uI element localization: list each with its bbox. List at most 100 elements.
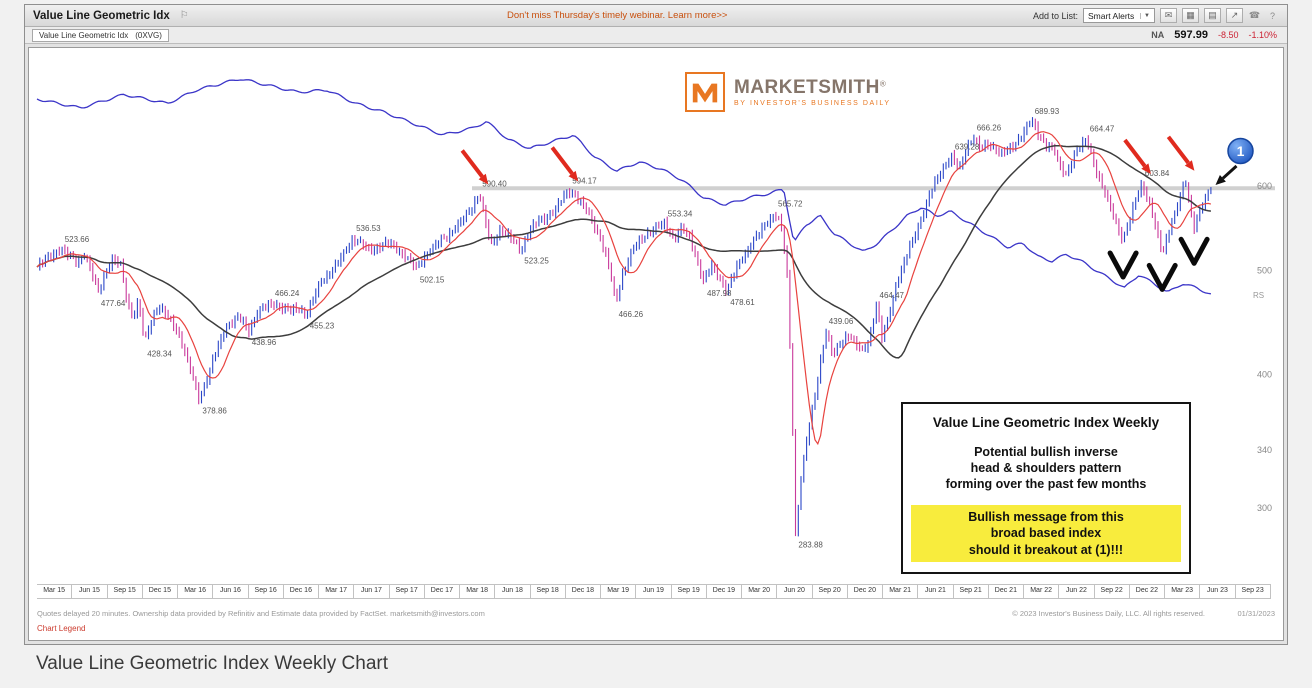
help-icon[interactable]: ? — [1269, 10, 1275, 21]
x-axis-label: Dec 20 — [846, 584, 883, 599]
webinar-banner-link[interactable]: Don't miss Thursday's timely webinar. Le… — [507, 10, 728, 21]
svg-text:664.47: 664.47 — [1090, 125, 1115, 134]
svg-text:283.88: 283.88 — [798, 541, 823, 550]
x-axis: Mar 15 Jun 15 Sep 15 Dec 15 Mar 16 Jun 16 Sep … — [37, 584, 1277, 599]
x-axis-label: Mar 23 — [1164, 584, 1201, 599]
price-chart-canvas[interactable]: 523.66 477.64 428.34 378.86 438.96 466.24 455.… — [29, 48, 1283, 640]
highlight-line: broad based index — [990, 526, 1102, 541]
chart-panel: 523.66 477.64 428.34 378.86 438.96 466.24 455.… — [28, 47, 1284, 641]
x-axis-label: Mar 19 — [600, 584, 637, 599]
share-icon[interactable]: ↗ — [1226, 8, 1243, 23]
toolbar-actions: Add to List: Smart Alerts ▼ ✉ ▦ ▤ ↗ ☎ ? — [1033, 8, 1279, 23]
x-axis-label: Mar 15 — [37, 584, 73, 599]
marketsmith-logo-text: MarketSmith® BY INVESTOR'S BUSINESS DAIL… — [734, 76, 891, 107]
copyright-notice: © 2023 Investor's Business Daily, LLC. A… — [1012, 609, 1205, 618]
x-axis-label: Jun 23 — [1199, 584, 1236, 599]
smart-alerts-value: Smart Alerts — [1088, 10, 1135, 21]
svg-text:300: 300 — [1257, 503, 1272, 513]
annotation-line: head & shoulders pattern — [970, 461, 1122, 475]
annotation-line: Potential bullish inverse — [974, 445, 1118, 459]
svg-text:477.64: 477.64 — [101, 299, 126, 308]
svg-text:487.98: 487.98 — [707, 289, 732, 298]
svg-text:340: 340 — [1257, 445, 1272, 455]
print-icon[interactable]: ▤ — [1204, 8, 1221, 23]
x-axis-label: Sep 17 — [388, 584, 425, 599]
quote-bar: Value Line Geometric Idx (0XVG) NA 597.9… — [25, 27, 1287, 44]
marketsmith-window: Value Line Geometric Idx ⚐ Don't miss Th… — [24, 4, 1288, 645]
last-price: 597.99 — [1174, 29, 1208, 41]
x-axis-label: Mar 20 — [741, 584, 778, 599]
symbol-code: (0XVG) — [135, 30, 162, 40]
x-axis-label: Dec 16 — [282, 584, 319, 599]
page-caption: Value Line Geometric Index Weekly Chart — [36, 653, 389, 674]
add-to-list-label: Add to List: — [1032, 10, 1078, 21]
svg-text:500: 500 — [1257, 266, 1272, 276]
brand-name: MarketSmith — [734, 76, 880, 98]
svg-text:466.24: 466.24 — [275, 289, 300, 298]
x-axis-label: Sep 20 — [811, 584, 848, 599]
phone-icon[interactable]: ☎ — [1248, 10, 1261, 20]
x-axis-label: Mar 18 — [459, 584, 496, 599]
svg-text:RS: RS — [1253, 291, 1264, 300]
brand-tagline: BY INVESTOR'S BUSINESS DAILY — [734, 99, 891, 107]
x-axis-label: Jun 19 — [635, 584, 672, 599]
x-axis-label: Mar 21 — [882, 584, 919, 599]
x-axis-label: Jun 16 — [212, 584, 249, 599]
quote-values: NA 597.99 -8.50 -1.10% — [1151, 29, 1277, 41]
annotation-line: forming over the past few months — [945, 477, 1147, 491]
top-toolbar: Value Line Geometric Idx ⚐ Don't miss Th… — [25, 5, 1287, 27]
smart-alerts-dropdown[interactable]: Smart Alerts ▼ — [1083, 8, 1155, 23]
x-axis-label: Mar 17 — [318, 584, 355, 599]
annotation-title: Value Line Geometric Index Weekly — [932, 415, 1160, 430]
svg-text:689.93: 689.93 — [1035, 107, 1060, 116]
svg-text:464.47: 464.47 — [880, 291, 905, 300]
svg-text:594.17: 594.17 — [572, 177, 597, 186]
rating-value: NA — [1151, 30, 1165, 40]
x-axis-label: Jun 21 — [917, 584, 954, 599]
x-axis-label: Jun 22 — [1058, 584, 1095, 599]
analyst-annotation-box: Value Line Geometric Index Weekly Potent… — [901, 402, 1191, 574]
svg-text:455.23: 455.23 — [310, 321, 335, 330]
x-axis-label: Sep 18 — [529, 584, 566, 599]
marketsmith-logo-icon — [685, 72, 725, 112]
x-axis-label: Jun 20 — [776, 584, 813, 599]
svg-text:523.66: 523.66 — [65, 235, 90, 244]
chart-title: Value Line Geometric Idx — [33, 9, 170, 22]
svg-text:666.26: 666.26 — [977, 123, 1002, 132]
x-axis-label: Sep 22 — [1093, 584, 1130, 599]
x-axis-label: Jun 17 — [353, 584, 390, 599]
x-axis-label: Sep 21 — [952, 584, 989, 599]
x-axis-label: Dec 19 — [705, 584, 742, 599]
symbol-name: Value Line Geometric Idx — [39, 30, 129, 40]
x-axis-label: Mar 16 — [177, 584, 214, 599]
flag-icon[interactable]: ⚐ — [179, 10, 189, 21]
svg-text:603.84: 603.84 — [1145, 169, 1170, 178]
chart-legend-link[interactable]: Chart Legend — [37, 624, 86, 633]
svg-text:378.86: 378.86 — [202, 407, 227, 416]
symbol-selector[interactable]: Value Line Geometric Idx (0XVG) — [32, 28, 169, 42]
x-axis-label: Sep 16 — [247, 584, 284, 599]
charts-grid-icon[interactable]: ▦ — [1182, 8, 1199, 23]
svg-text:400: 400 — [1257, 369, 1272, 379]
svg-text:553.34: 553.34 — [668, 210, 693, 219]
svg-text:536.53: 536.53 — [356, 224, 381, 233]
svg-text:428.34: 428.34 — [147, 350, 172, 359]
highlight-line: Bullish message from this — [968, 510, 1124, 524]
svg-text:565.72: 565.72 — [778, 199, 803, 208]
x-axis-label: Sep 19 — [670, 584, 707, 599]
price-change-percent: -1.10% — [1248, 30, 1277, 40]
svg-text:478.61: 478.61 — [730, 298, 755, 307]
x-axis-label: Dec 21 — [987, 584, 1024, 599]
x-axis-label: Jun 15 — [71, 584, 108, 599]
x-axis-label: Mar 22 — [1023, 584, 1060, 599]
x-axis-label: Sep 23 — [1234, 584, 1271, 599]
svg-text:523.25: 523.25 — [524, 257, 549, 266]
svg-text:466.26: 466.26 — [619, 310, 644, 319]
svg-text:502.15: 502.15 — [420, 276, 445, 285]
x-axis-label: Dec 18 — [564, 584, 601, 599]
mail-icon[interactable]: ✉ — [1160, 8, 1177, 23]
highlight-line: should it breakout at (1)!!! — [968, 542, 1124, 557]
svg-text:639.28: 639.28 — [955, 143, 980, 152]
price-change: -8.50 — [1217, 30, 1239, 40]
svg-text:590.40: 590.40 — [482, 180, 507, 189]
